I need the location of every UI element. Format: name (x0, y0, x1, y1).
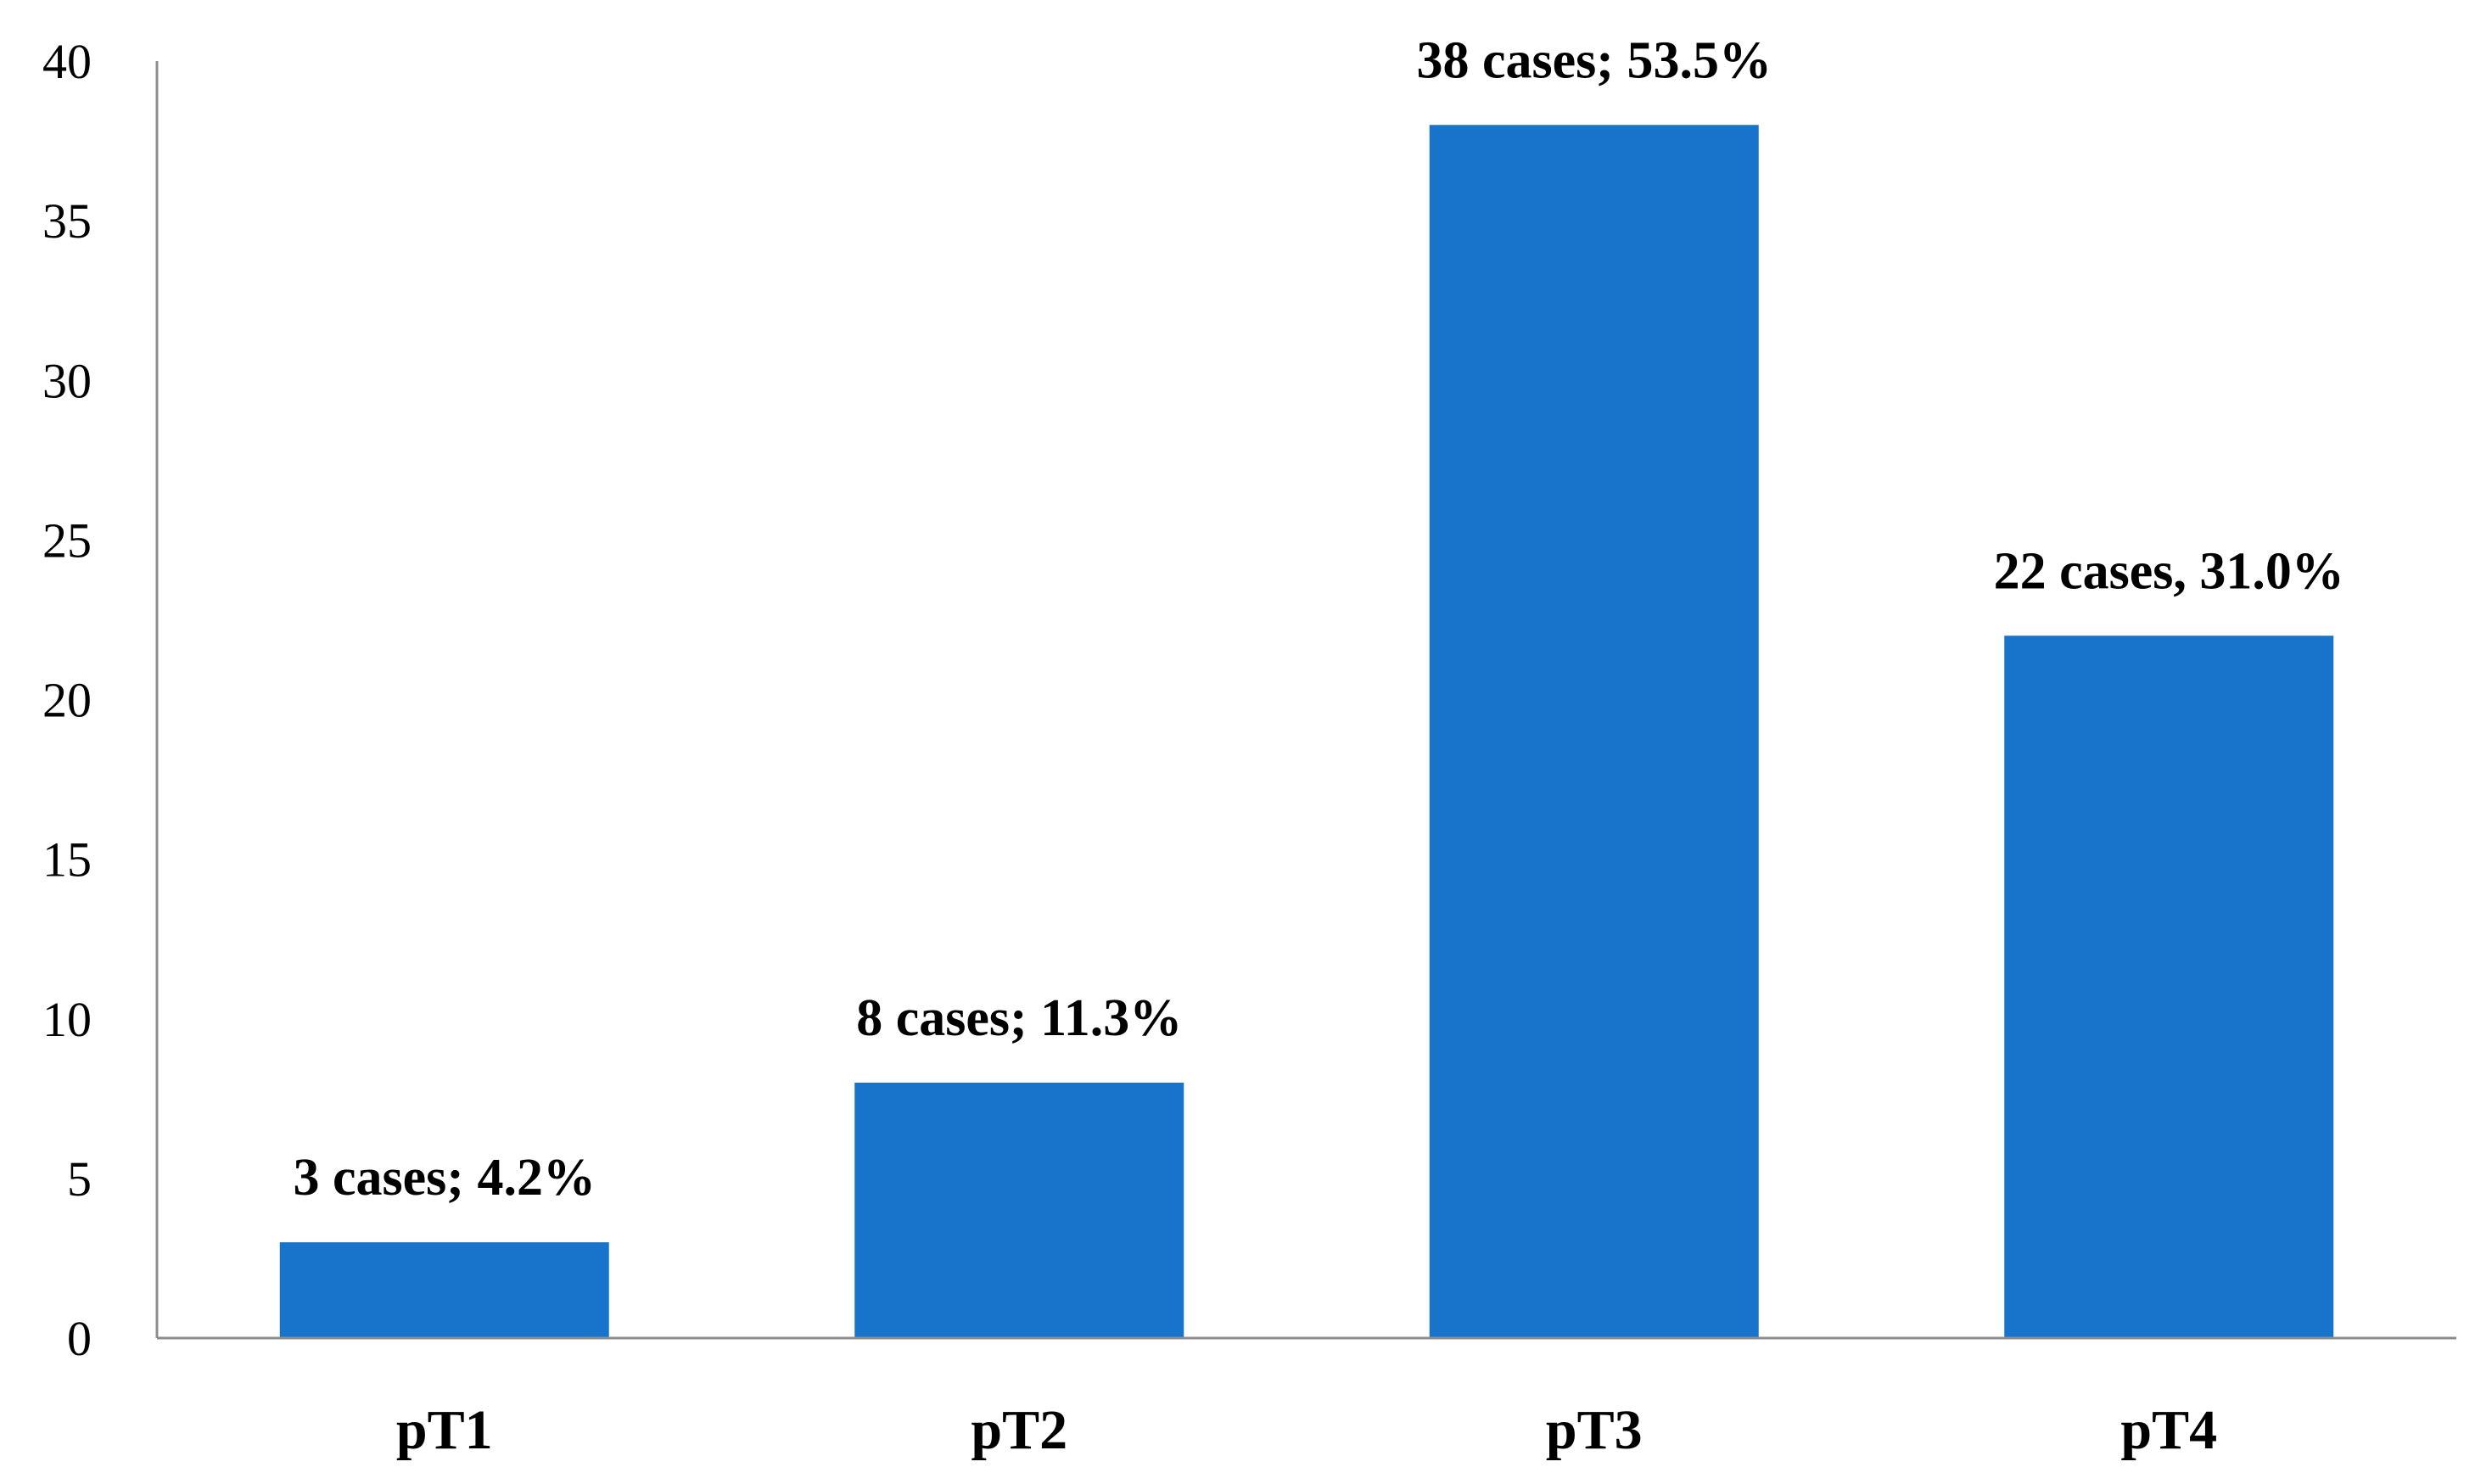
data-labels: 3 cases; 4.2% 8 cases; 11.3% 38 cases; 53.… (294, 31, 2344, 1207)
x-category-label: pT1 (396, 1399, 493, 1461)
y-tick-label: 10 (42, 992, 92, 1047)
data-label-pt4: 22 cases, 31.0% (1994, 542, 2344, 600)
bar-pt4 (2004, 636, 2334, 1338)
bars (279, 125, 2334, 1338)
bar-pt3 (1429, 125, 1759, 1338)
y-tick-label: 40 (42, 34, 92, 89)
data-label-pt2: 8 cases; 11.3% (856, 989, 1182, 1047)
x-category-label: pT4 (2120, 1399, 2217, 1461)
y-tick-label: 30 (42, 353, 92, 408)
data-label-pt1: 3 cases; 4.2% (294, 1149, 596, 1207)
x-category-label: pT3 (1546, 1399, 1643, 1461)
y-tick-label: 0 (67, 1311, 92, 1366)
y-tick-label: 15 (42, 832, 92, 888)
bar-pt1 (279, 1242, 609, 1338)
y-tick-label: 35 (42, 193, 92, 249)
x-category-label: pT2 (971, 1399, 1067, 1461)
x-axis-labels: pT1 pT2 pT3 pT4 (396, 1399, 2217, 1461)
bar-pt2 (854, 1083, 1184, 1338)
y-tick-label: 20 (42, 673, 92, 728)
y-axis-ticks: 0 5 10 15 20 25 30 35 40 (42, 34, 92, 1366)
y-tick-label: 25 (42, 512, 92, 568)
data-label-pt3: 38 cases; 53.5% (1417, 31, 1772, 89)
y-tick-label: 5 (67, 1151, 92, 1207)
